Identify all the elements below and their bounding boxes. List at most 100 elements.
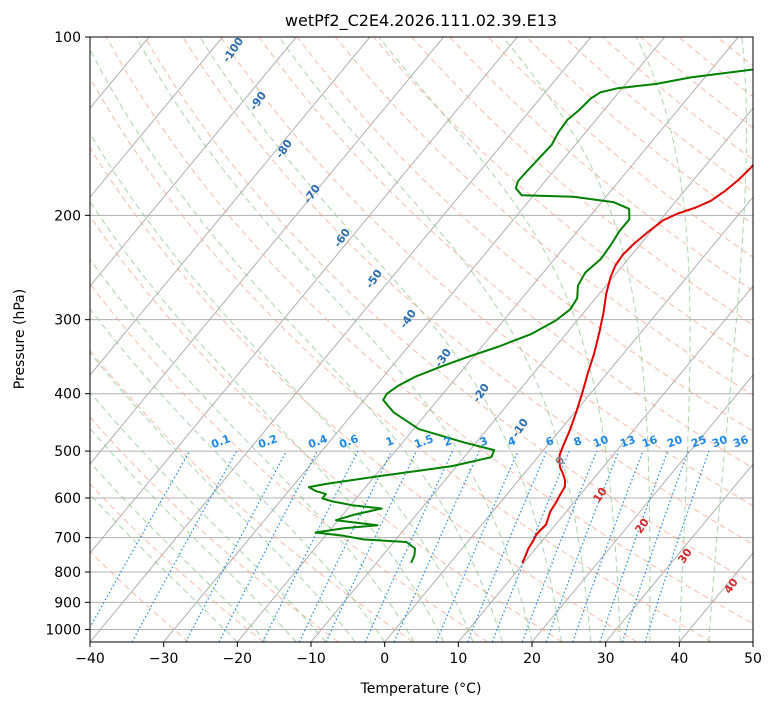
isotherm-line <box>457 285 753 642</box>
moist-adiabat-line <box>635 37 691 642</box>
y-tick-label: 700 <box>54 531 81 547</box>
moist-adiabat-line <box>90 493 238 642</box>
dry-adiabat-line <box>678 37 753 98</box>
mixing-ratio-label: 4 <box>506 434 518 449</box>
isotherm-line <box>90 37 592 642</box>
y-tick-label: 400 <box>54 387 81 403</box>
chart-title: wetPf2_C2E4.2026.111.02.39.E13 <box>285 11 557 31</box>
moist-adiabat-lines <box>90 37 747 642</box>
mixing-ratio-line <box>435 450 519 642</box>
dry-adiabat-line <box>90 416 339 642</box>
dry-adiabat-label: 30 <box>675 546 695 566</box>
x-tick-label: 40 <box>670 651 688 667</box>
mixing-ratio-line <box>599 450 669 642</box>
mixing-ratio-line <box>466 450 548 642</box>
mixing-ratio-line <box>572 450 644 642</box>
dry-adiabat-line <box>296 37 753 432</box>
mixing-ratio-label: 30 <box>710 433 729 451</box>
dry-adiabat-lines <box>90 37 753 642</box>
dry-adiabat-label: -80 <box>273 137 295 161</box>
moist-adiabat-line <box>278 37 592 642</box>
y-axis-label: Pressure (hPa) <box>12 289 28 389</box>
x-tick-label: 50 <box>744 651 762 667</box>
sounding-profiles <box>307 68 753 564</box>
mixing-ratio-label: 25 <box>689 433 708 450</box>
x-tick-label: −10 <box>296 651 326 667</box>
moist-adiabat-line <box>135 37 533 642</box>
y-tick-label: 500 <box>54 444 81 460</box>
y-tick-label: 600 <box>54 491 81 507</box>
dry-adiabat-line <box>90 76 712 642</box>
dry-adiabat-line <box>90 349 414 642</box>
dry-adiabat-line <box>90 483 264 642</box>
isotherm-line <box>90 37 371 376</box>
moist-adiabat-line <box>90 427 297 642</box>
adiabat-labels: -100-90-80-70-60-50-40-30-20-10010203040… <box>209 35 750 596</box>
dry-adiabat-line <box>90 215 563 642</box>
mixing-ratio-line <box>262 450 359 642</box>
mixing-ratio-line <box>393 450 480 642</box>
mixing-ratio-label: 8 <box>572 434 584 449</box>
dry-adiabat-line <box>716 37 753 67</box>
dry-adiabat-label: -30 <box>432 346 454 370</box>
x-tick-label: 30 <box>597 651 615 667</box>
isotherm-line <box>90 37 297 287</box>
mixing-ratio-label: 0.2 <box>256 432 279 451</box>
mixing-ratio-line <box>131 450 237 642</box>
mixing-ratio-label: 0.4 <box>306 432 329 451</box>
x-tick-label: 20 <box>523 651 541 667</box>
isotherm-line <box>90 37 518 554</box>
isotherm-line <box>90 37 444 465</box>
moist-adiabat-line <box>90 351 356 642</box>
dry-adiabat-line <box>90 147 638 642</box>
isotherm-line <box>531 374 753 642</box>
mixing-ratio-label: 0.6 <box>337 432 360 451</box>
dry-adiabat-label: -40 <box>397 307 419 331</box>
isotherm-line <box>90 37 223 198</box>
isotherm-lines <box>0 37 753 642</box>
isotherm-line <box>752 641 753 642</box>
mixing-ratio-label: 2 <box>442 434 454 449</box>
dry-adiabat-label: 10 <box>590 485 610 505</box>
y-tick-label: 800 <box>54 565 81 581</box>
isotherm-line <box>310 107 753 642</box>
mixing-ratio-line <box>521 450 598 642</box>
mixing-ratio-line <box>621 450 689 642</box>
dry-adiabat-label: -100 <box>220 35 247 65</box>
x-tick-label: 0 <box>380 651 389 667</box>
dry-adiabat-line <box>449 37 753 292</box>
dry-adiabat-line <box>373 37 753 361</box>
dry-adiabat-line <box>220 37 753 507</box>
mixing-ratio-label: 1 <box>384 434 396 449</box>
isotherm-line <box>678 552 753 642</box>
x-tick-label: −30 <box>149 651 179 667</box>
isotherm-line <box>163 37 665 642</box>
dry-adiabat-label: -70 <box>301 182 323 206</box>
isotherm-line <box>0 37 2 642</box>
mixing-ratio-label: 10 <box>591 433 610 451</box>
moist-adiabat-line <box>90 48 503 642</box>
plot-area: -100-90-80-70-60-50-40-30-20-10010203040… <box>0 35 753 642</box>
x-tick-label: −20 <box>223 651 253 667</box>
mixing-ratio-label: 6 <box>544 434 556 449</box>
dry-adiabat-label: 40 <box>721 576 741 596</box>
x-axis-ticks: −40 −30 −20 −10 0 10 20 30 40 50 <box>75 642 762 667</box>
y-tick-label: 1000 <box>45 622 81 638</box>
dry-adiabat-line <box>90 550 190 642</box>
dry-adiabat-label: -50 <box>363 267 385 291</box>
mixing-ratio-label: 0.1 <box>209 432 232 451</box>
moist-adiabat-line <box>90 461 268 642</box>
mixing-ratio-label: 3 <box>478 434 490 449</box>
y-axis-ticks: 100 200 300 400 500 600 700 800 900 1000 <box>45 30 90 638</box>
mixing-ratio-label: 20 <box>665 433 684 451</box>
moist-adiabat-line <box>199 37 562 642</box>
dry-adiabat-line <box>335 37 753 396</box>
y-tick-label: 300 <box>54 313 81 329</box>
dry-adiabat-line <box>90 282 488 642</box>
mixing-ratio-line <box>644 450 710 642</box>
dry-adiabat-label: -60 <box>331 226 353 250</box>
moist-adiabat-line <box>90 391 327 642</box>
mixing-ratio-lines <box>90 450 710 642</box>
mixing-ratio-line <box>90 450 191 629</box>
